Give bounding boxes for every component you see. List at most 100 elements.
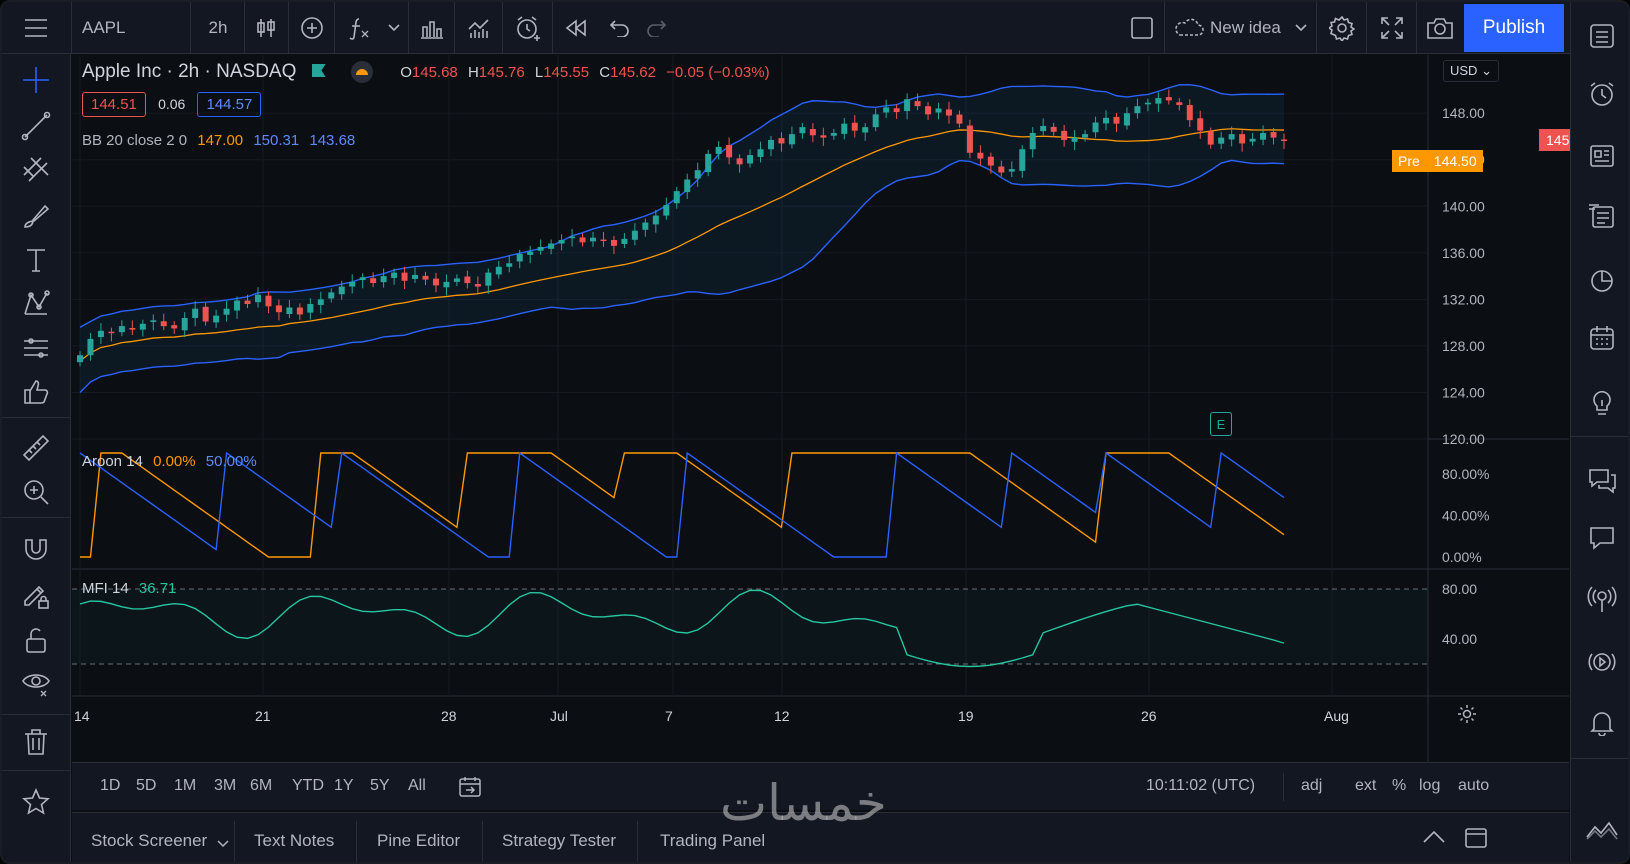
chart-styles-icon[interactable] xyxy=(464,2,496,54)
trash-icon[interactable] xyxy=(16,722,56,762)
range-1m[interactable]: 1M xyxy=(174,777,197,794)
aroon-legend[interactable]: Aroon 14 0.00% 50.00% xyxy=(82,453,257,470)
tab-stock-screener[interactable]: Stock Screener xyxy=(91,831,208,850)
pre-market-sun-icon[interactable] xyxy=(350,61,373,83)
range-5y[interactable]: 5Y xyxy=(370,777,390,794)
interval-button[interactable]: 2h xyxy=(198,2,238,54)
range-1d[interactable]: 1D xyxy=(100,777,121,794)
new-idea-button[interactable]: New idea xyxy=(1172,2,1312,54)
tab-trading-panel[interactable]: Trading Panel xyxy=(660,831,766,850)
zoom-in-icon[interactable] xyxy=(16,472,56,512)
alerts-clock-icon[interactable] xyxy=(1582,74,1622,114)
candle-body xyxy=(705,153,712,173)
scale-option-percent[interactable]: % xyxy=(1392,777,1407,794)
brush-icon[interactable] xyxy=(16,196,56,236)
star-icon[interactable] xyxy=(16,782,56,822)
price-tick-label: 136.00 xyxy=(1442,245,1485,261)
candle-body xyxy=(1186,105,1193,121)
scale-option-log[interactable]: log xyxy=(1419,777,1441,794)
ideas-lightbulb-icon[interactable] xyxy=(1582,382,1622,422)
collapse-up-icon[interactable] xyxy=(1422,829,1446,850)
range-1y[interactable]: 1Y xyxy=(334,777,354,794)
calendar-icon[interactable] xyxy=(1582,318,1622,358)
candles-icon[interactable] xyxy=(250,2,282,54)
candle-body xyxy=(788,134,795,145)
trend-line-icon[interactable] xyxy=(16,106,56,146)
tab-pine-editor[interactable]: Pine Editor xyxy=(377,831,461,850)
tradingview-logo-icon[interactable] xyxy=(1582,810,1622,850)
candle-body xyxy=(893,108,900,113)
scale-option-auto[interactable]: auto xyxy=(1458,777,1490,794)
candle-body xyxy=(129,327,136,330)
notifications-bell-icon[interactable] xyxy=(1582,702,1622,742)
range-5d[interactable]: 5D xyxy=(136,777,157,794)
news-icon[interactable] xyxy=(1582,136,1622,176)
watchlist-icon[interactable] xyxy=(1582,16,1622,56)
undo-icon[interactable] xyxy=(604,2,636,54)
symbol-search[interactable]: AAPL xyxy=(82,2,152,54)
replay-icon[interactable] xyxy=(560,2,592,54)
axis-settings-gear-icon[interactable] xyxy=(1456,703,1478,730)
text-tool-icon[interactable] xyxy=(16,240,56,280)
layout-icon[interactable] xyxy=(1126,2,1158,54)
aroon-label: Aroon 14 xyxy=(82,453,143,470)
candle-body xyxy=(1061,130,1068,140)
candle-body xyxy=(432,278,439,286)
streams-icon[interactable] xyxy=(1582,580,1622,620)
eye-icon[interactable] xyxy=(16,662,56,702)
symbol-label: AAPL xyxy=(82,18,126,37)
crosshair-icon[interactable] xyxy=(16,60,56,100)
thumbs-up-icon[interactable] xyxy=(16,372,56,412)
prediction-tools-icon[interactable] xyxy=(16,328,56,368)
menu-icon[interactable] xyxy=(16,2,56,54)
bid-ask-legend: 144.51 0.06 144.57 xyxy=(82,92,262,117)
unlock-icon[interactable] xyxy=(16,620,56,660)
date-range-icon[interactable] xyxy=(458,775,482,804)
fib-retracement-icon[interactable] xyxy=(16,150,56,190)
range-6m[interactable]: 6M xyxy=(250,777,273,794)
range-3m[interactable]: 3M xyxy=(214,777,237,794)
candle-body xyxy=(726,145,733,158)
chats-icon[interactable] xyxy=(1582,460,1622,500)
candle-body xyxy=(296,307,303,315)
candle-body xyxy=(851,122,858,131)
scale-option-ext[interactable]: ext xyxy=(1355,777,1377,794)
camera-icon[interactable] xyxy=(1422,2,1458,54)
range-ytd[interactable]: YTD xyxy=(292,777,324,794)
currency-select[interactable]: USD ⌄ xyxy=(1443,60,1499,82)
templates-icon[interactable] xyxy=(416,2,448,54)
settings-gear-icon[interactable] xyxy=(1324,2,1360,54)
indicators-icon[interactable] xyxy=(344,2,376,54)
tab-text-notes[interactable]: Text Notes xyxy=(254,831,335,850)
fullscreen-icon[interactable] xyxy=(1374,2,1410,54)
private-chat-icon[interactable] xyxy=(1582,518,1622,558)
patterns-icon[interactable] xyxy=(16,284,56,324)
chevron-down-icon[interactable] xyxy=(217,835,229,853)
publish-button[interactable]: Publish xyxy=(1464,4,1564,52)
lock-drawing-icon[interactable] xyxy=(16,576,56,616)
chart-area[interactable]: 148.00144.00140.00136.00132.00128.00124.… xyxy=(72,55,1596,807)
data-window-icon[interactable] xyxy=(1582,196,1622,236)
range-all[interactable]: All xyxy=(408,777,426,794)
buy-price-box[interactable]: 144.57 xyxy=(197,92,262,117)
magnet-icon[interactable] xyxy=(16,530,56,570)
alert-icon[interactable] xyxy=(512,2,546,54)
ruler-icon[interactable] xyxy=(16,428,56,468)
maximize-panel-icon[interactable] xyxy=(1464,827,1488,854)
scale-option-adj[interactable]: adj xyxy=(1301,777,1323,794)
mfi-label: MFI 14 xyxy=(82,580,129,597)
candle-body xyxy=(684,179,691,193)
play-stream-icon[interactable] xyxy=(1582,642,1622,682)
earnings-marker[interactable]: E xyxy=(1210,412,1232,436)
redo-icon[interactable] xyxy=(640,2,672,54)
candle-body xyxy=(391,272,398,278)
chevron-down-icon[interactable] xyxy=(384,2,404,54)
clock-display[interactable]: 10:11:02 (UTC) xyxy=(1146,777,1256,794)
tab-strategy-tester[interactable]: Strategy Tester xyxy=(502,831,617,850)
sell-price-box[interactable]: 144.51 xyxy=(82,92,146,117)
bb-legend[interactable]: BB 20 close 2 0 147.00 150.31 143.68 xyxy=(82,132,355,149)
hotlists-icon[interactable] xyxy=(1582,260,1622,300)
add-compare-icon[interactable] xyxy=(296,2,328,54)
chart-canvas[interactable]: 148.00144.00140.00136.00132.00128.00124.… xyxy=(72,55,1569,763)
mfi-legend[interactable]: MFI 14 36.71 xyxy=(82,580,176,597)
